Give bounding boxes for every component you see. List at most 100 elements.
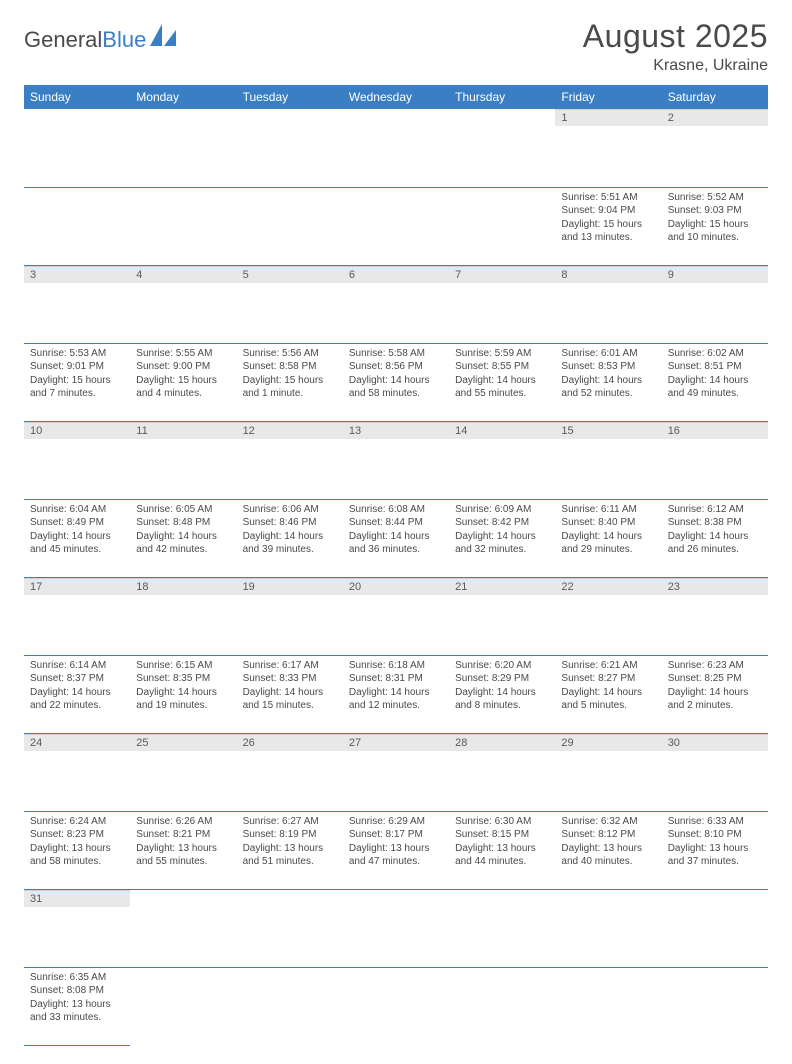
- sunrise-text: Sunrise: 6:09 AM: [455, 503, 549, 517]
- calendar-cell: [343, 187, 449, 265]
- sunset-text: Sunset: 8:53 PM: [561, 360, 655, 374]
- day-number: [449, 890, 555, 894]
- day-number: 5: [237, 266, 343, 283]
- daylight-text: Daylight: 13 hours and 44 minutes.: [455, 842, 549, 869]
- day-number: [237, 890, 343, 894]
- daylight-text: Daylight: 13 hours and 58 minutes.: [30, 842, 124, 869]
- day-details: Sunrise: 6:26 AMSunset: 8:21 PMDaylight:…: [130, 812, 236, 873]
- sunset-text: Sunset: 9:01 PM: [30, 360, 124, 374]
- sunset-text: Sunset: 9:00 PM: [136, 360, 230, 374]
- day-details: Sunrise: 5:58 AMSunset: 8:56 PMDaylight:…: [343, 344, 449, 405]
- day-number: 2: [662, 109, 768, 126]
- calendar-cell: Sunrise: 6:17 AMSunset: 8:33 PMDaylight:…: [237, 655, 343, 733]
- day-number: [662, 890, 768, 894]
- daylight-text: Daylight: 15 hours and 4 minutes.: [136, 374, 230, 401]
- calendar-cell: Sunrise: 6:04 AMSunset: 8:49 PMDaylight:…: [24, 499, 130, 577]
- sunrise-text: Sunrise: 6:27 AM: [243, 815, 337, 829]
- day-number: 22: [555, 578, 661, 595]
- day-details: Sunrise: 6:33 AMSunset: 8:10 PMDaylight:…: [662, 812, 768, 873]
- day-number: 13: [343, 422, 449, 439]
- daylight-text: Daylight: 14 hours and 26 minutes.: [668, 530, 762, 557]
- calendar-cell: [130, 187, 236, 265]
- day-number: [343, 890, 449, 894]
- brand-word2: Blue: [102, 27, 146, 53]
- day-number: 3: [24, 266, 130, 283]
- day-details: Sunrise: 6:15 AMSunset: 8:35 PMDaylight:…: [130, 656, 236, 717]
- week-daynum-row: 17181920212223: [24, 577, 768, 655]
- calendar-cell: Sunrise: 6:05 AMSunset: 8:48 PMDaylight:…: [130, 499, 236, 577]
- day-details: Sunrise: 5:55 AMSunset: 9:00 PMDaylight:…: [130, 344, 236, 405]
- daylight-text: Daylight: 15 hours and 13 minutes.: [561, 218, 655, 245]
- daylight-text: Daylight: 14 hours and 39 minutes.: [243, 530, 337, 557]
- calendar-cell: Sunrise: 6:08 AMSunset: 8:44 PMDaylight:…: [343, 499, 449, 577]
- calendar-cell: [449, 967, 555, 1045]
- sunrise-text: Sunrise: 5:56 AM: [243, 347, 337, 361]
- sunset-text: Sunset: 8:49 PM: [30, 516, 124, 530]
- sunrise-text: Sunrise: 6:33 AM: [668, 815, 762, 829]
- day-number: 15: [555, 422, 661, 439]
- sunset-text: Sunset: 8:33 PM: [243, 672, 337, 686]
- day-details: Sunrise: 6:17 AMSunset: 8:33 PMDaylight:…: [237, 656, 343, 717]
- sunrise-text: Sunrise: 6:04 AM: [30, 503, 124, 517]
- day-number: [343, 109, 449, 113]
- daylight-text: Daylight: 13 hours and 55 minutes.: [136, 842, 230, 869]
- sunrise-text: Sunrise: 6:24 AM: [30, 815, 124, 829]
- calendar-table: SundayMondayTuesdayWednesdayThursdayFrid…: [24, 85, 768, 1046]
- calendar-cell: Sunrise: 6:01 AMSunset: 8:53 PMDaylight:…: [555, 343, 661, 421]
- weekday-header: Thursday: [449, 85, 555, 109]
- weekday-row: SundayMondayTuesdayWednesdayThursdayFrid…: [24, 85, 768, 109]
- calendar-cell: [130, 967, 236, 1045]
- day-number: 7: [449, 266, 555, 283]
- day-details: Sunrise: 5:51 AMSunset: 9:04 PMDaylight:…: [555, 188, 661, 249]
- sunset-text: Sunset: 8:55 PM: [455, 360, 549, 374]
- sunset-text: Sunset: 8:44 PM: [349, 516, 443, 530]
- calendar-cell: Sunrise: 6:29 AMSunset: 8:17 PMDaylight:…: [343, 811, 449, 889]
- calendar-cell: Sunrise: 5:56 AMSunset: 8:58 PMDaylight:…: [237, 343, 343, 421]
- sunset-text: Sunset: 8:19 PM: [243, 828, 337, 842]
- calendar-cell: Sunrise: 5:52 AMSunset: 9:03 PMDaylight:…: [662, 187, 768, 265]
- calendar-cell: Sunrise: 6:11 AMSunset: 8:40 PMDaylight:…: [555, 499, 661, 577]
- daylight-text: Daylight: 13 hours and 37 minutes.: [668, 842, 762, 869]
- daylight-text: Daylight: 15 hours and 10 minutes.: [668, 218, 762, 245]
- sunrise-text: Sunrise: 6:14 AM: [30, 659, 124, 673]
- daylight-text: Daylight: 14 hours and 32 minutes.: [455, 530, 549, 557]
- sunrise-text: Sunrise: 6:23 AM: [668, 659, 762, 673]
- week-daynum-row: 3456789: [24, 265, 768, 343]
- sunrise-text: Sunrise: 6:06 AM: [243, 503, 337, 517]
- daylight-text: Daylight: 14 hours and 29 minutes.: [561, 530, 655, 557]
- day-number: 23: [662, 578, 768, 595]
- daylight-text: Daylight: 14 hours and 19 minutes.: [136, 686, 230, 713]
- day-number: 27: [343, 734, 449, 751]
- daylight-text: Daylight: 14 hours and 15 minutes.: [243, 686, 337, 713]
- day-details: Sunrise: 6:02 AMSunset: 8:51 PMDaylight:…: [662, 344, 768, 405]
- day-details: Sunrise: 5:52 AMSunset: 9:03 PMDaylight:…: [662, 188, 768, 249]
- calendar-cell: Sunrise: 6:20 AMSunset: 8:29 PMDaylight:…: [449, 655, 555, 733]
- sunset-text: Sunset: 9:04 PM: [561, 204, 655, 218]
- calendar-cell: Sunrise: 6:27 AMSunset: 8:19 PMDaylight:…: [237, 811, 343, 889]
- calendar-cell: [237, 187, 343, 265]
- day-details: Sunrise: 5:59 AMSunset: 8:55 PMDaylight:…: [449, 344, 555, 405]
- day-details: Sunrise: 6:08 AMSunset: 8:44 PMDaylight:…: [343, 500, 449, 561]
- sail-icon: [150, 24, 176, 46]
- sunset-text: Sunset: 8:56 PM: [349, 360, 443, 374]
- day-number: [555, 890, 661, 894]
- sunset-text: Sunset: 8:40 PM: [561, 516, 655, 530]
- daylight-text: Daylight: 14 hours and 5 minutes.: [561, 686, 655, 713]
- daylight-text: Daylight: 14 hours and 58 minutes.: [349, 374, 443, 401]
- title-block: August 2025 Krasne, Ukraine: [583, 18, 768, 75]
- day-number: 28: [449, 734, 555, 751]
- day-details: Sunrise: 6:12 AMSunset: 8:38 PMDaylight:…: [662, 500, 768, 561]
- week-daynum-row: 31: [24, 889, 768, 967]
- day-details: Sunrise: 6:20 AMSunset: 8:29 PMDaylight:…: [449, 656, 555, 717]
- sunrise-text: Sunrise: 5:53 AM: [30, 347, 124, 361]
- day-number: 24: [24, 734, 130, 751]
- sunrise-text: Sunrise: 5:52 AM: [668, 191, 762, 205]
- week-body-row: Sunrise: 6:35 AMSunset: 8:08 PMDaylight:…: [24, 967, 768, 1045]
- week-daynum-row: 10111213141516: [24, 421, 768, 499]
- day-number: 25: [130, 734, 236, 751]
- day-details: Sunrise: 5:56 AMSunset: 8:58 PMDaylight:…: [237, 344, 343, 405]
- calendar-cell: Sunrise: 5:59 AMSunset: 8:55 PMDaylight:…: [449, 343, 555, 421]
- day-number: [130, 109, 236, 113]
- day-number: 30: [662, 734, 768, 751]
- day-number: 19: [237, 578, 343, 595]
